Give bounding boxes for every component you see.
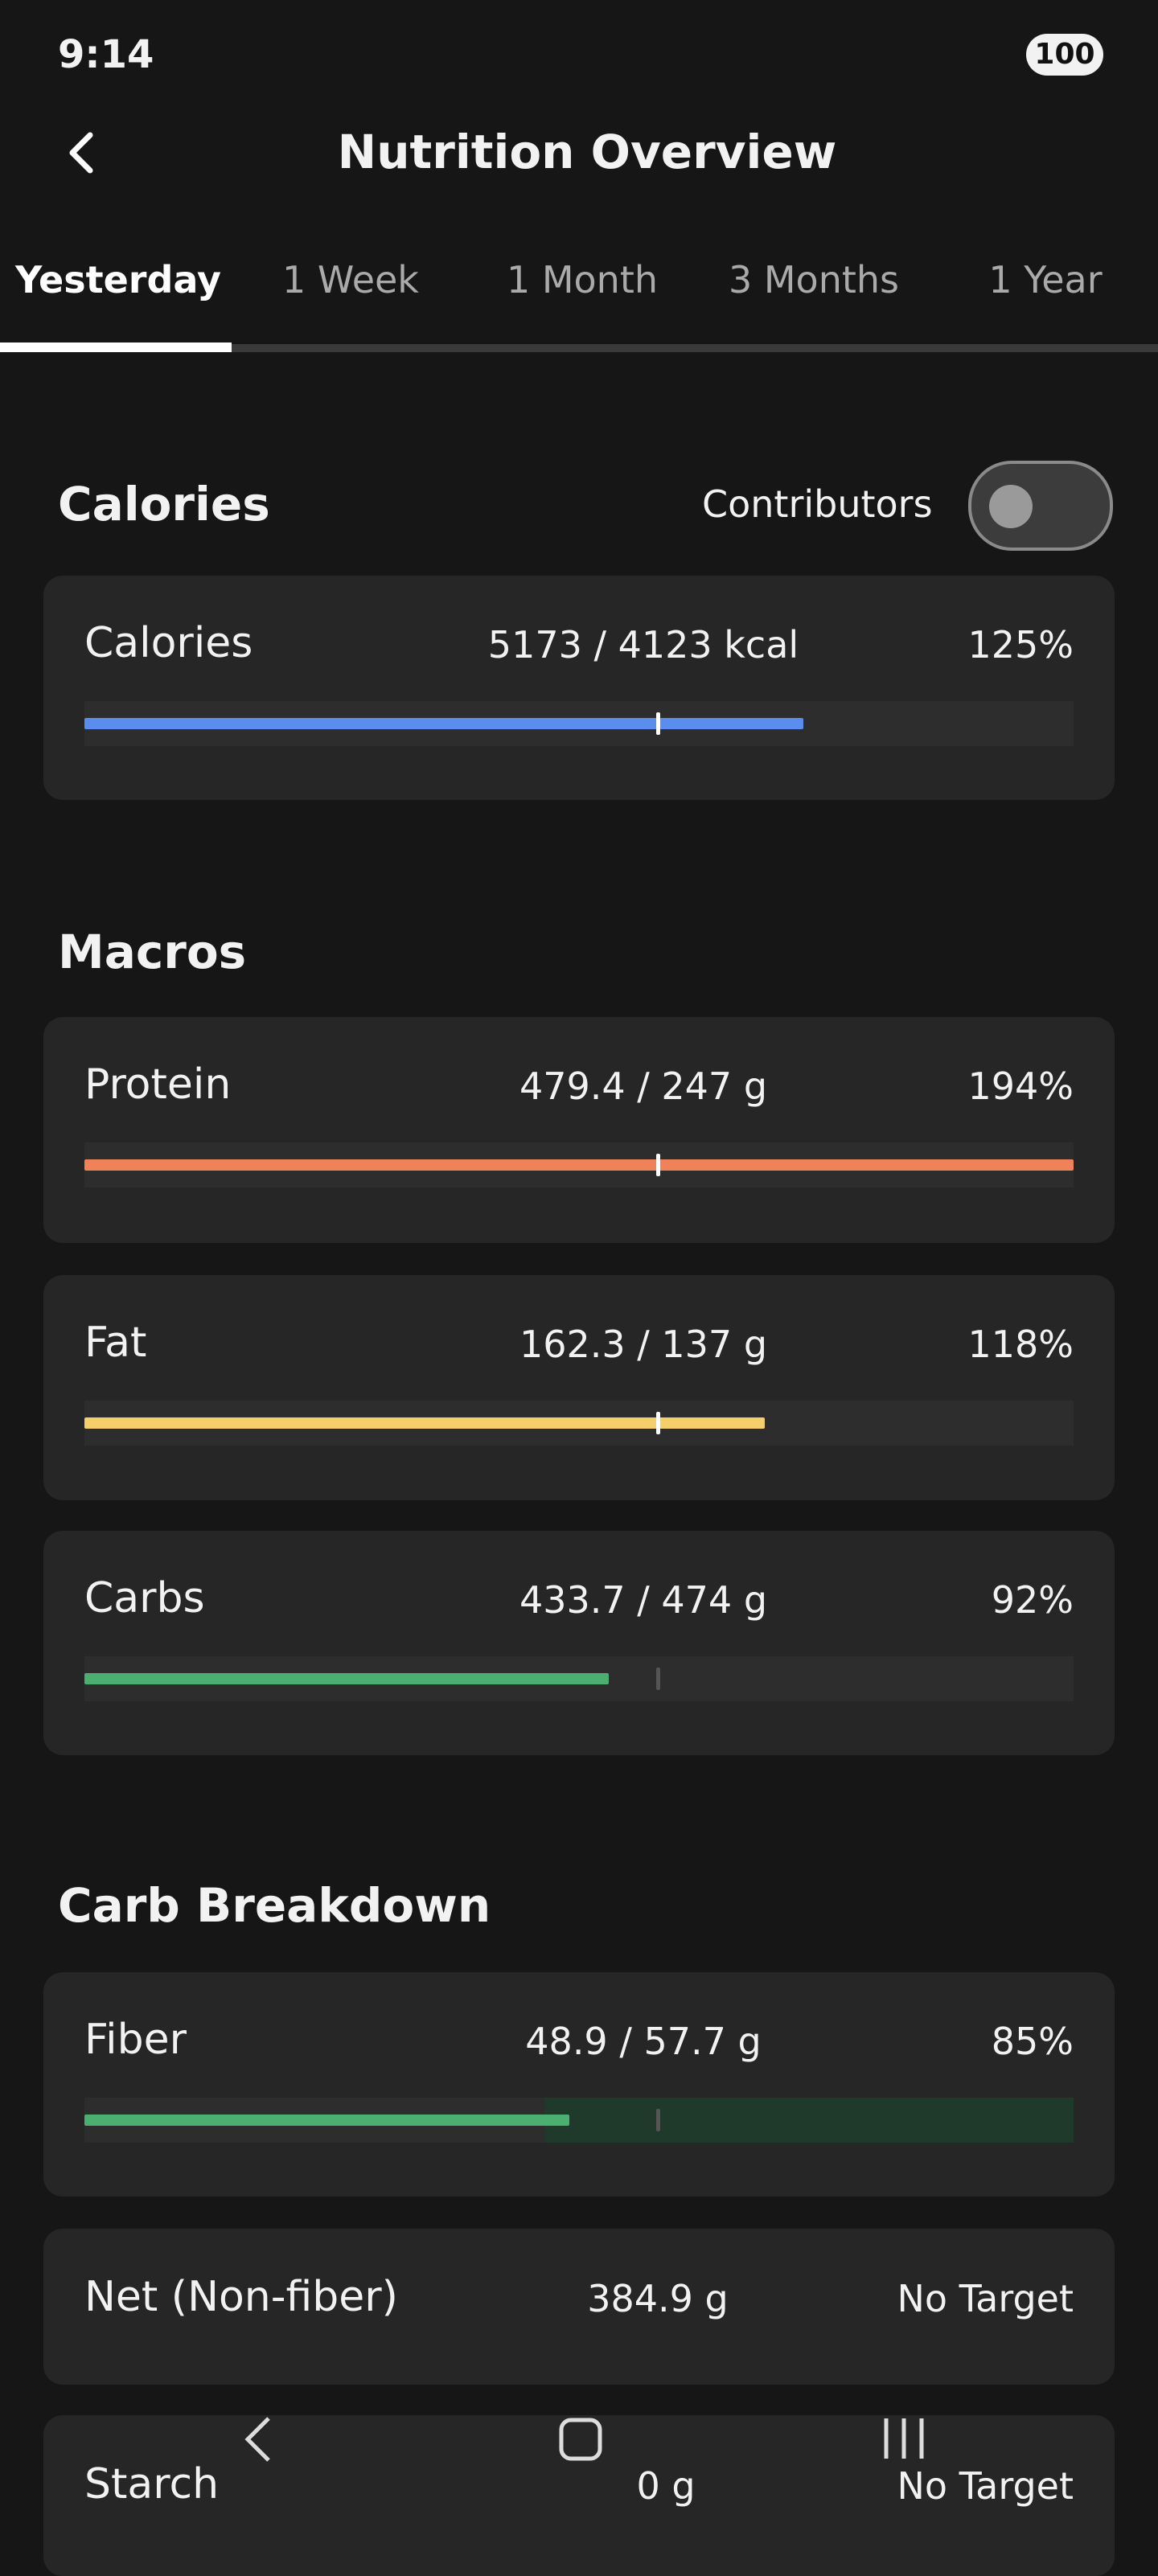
nutrient-amount: 384.9 g (587, 2277, 729, 2320)
target-marker (656, 2109, 660, 2131)
nutrient-amount: 433.7 / 474 g (519, 1578, 768, 1622)
nutrient-percent: No Target (897, 2277, 1074, 2320)
nutrient-name: Protein (84, 1060, 232, 1109)
nutrient-percent: 194% (967, 1064, 1074, 1108)
progress-track (84, 1401, 1074, 1446)
page-title: Nutrition Overview (337, 125, 837, 179)
battery: 100 (1026, 34, 1103, 76)
tab[interactable]: Yesterday (14, 258, 222, 301)
section-heading: Calories (58, 477, 270, 531)
nutrient-percent: 85% (991, 2020, 1074, 2063)
progress-fill (84, 718, 804, 729)
tab-indicator (0, 343, 232, 352)
nutrient-amount: 162.3 / 137 g (519, 1323, 768, 1366)
nutrient-name: Calories (84, 619, 253, 667)
target-range (544, 2098, 1074, 2143)
nutrient-card: Carbs 433.7 / 474 g 92% (43, 1531, 1115, 1755)
nutrient-amount: 48.9 / 57.7 g (525, 2020, 762, 2063)
nutrient-percent: 92% (991, 1578, 1074, 1622)
nutrient-card: Net (Non-fiber) 384.9 g No Target (43, 2229, 1115, 2385)
nutrient-card: Calories 5173 / 4123 kcal 125% (43, 576, 1115, 800)
nutrient-card: Fat 162.3 / 137 g 118% (43, 1275, 1115, 1500)
tab[interactable]: 1 Year (988, 258, 1103, 301)
nutrient-percent: 125% (967, 623, 1074, 667)
nutrient-name: Fat (84, 1319, 147, 1367)
progress-fill (84, 1673, 609, 1684)
nutrient-name: Starch (84, 2460, 220, 2508)
nutrient-percent: No Target (897, 2464, 1074, 2508)
target-marker (656, 712, 660, 735)
nutrient-amount: 0 g (636, 2464, 696, 2508)
target-marker (656, 1412, 660, 1434)
progress-track (84, 701, 1074, 746)
screen: 9:14 100 Nutrition Overview Yesterday 1 W… (0, 32, 1158, 2576)
nutrient-percent: 118% (967, 1323, 1074, 1366)
nutrient-name: Net (Non-fiber) (84, 2273, 398, 2321)
tab[interactable]: 1 Week (282, 258, 419, 301)
status-time: 9:14 (58, 32, 154, 77)
nav-home[interactable] (559, 2418, 602, 2461)
nutrient-card: Protein 479.4 / 247 g 194% (43, 1017, 1115, 1243)
tab[interactable]: 1 Month (506, 258, 659, 301)
nav-bar (244, 2417, 924, 2462)
tab-track (0, 344, 1158, 352)
nutrient-amount: 5173 / 4123 kcal (487, 623, 799, 667)
progress-track (84, 1656, 1074, 1701)
progress-track (84, 2098, 1074, 2143)
progress-track (84, 1142, 1074, 1188)
progress-fill (84, 2115, 569, 2126)
section-heading: Macros (58, 925, 247, 979)
nutrient-name: Carbs (84, 1574, 205, 1622)
back-button[interactable] (56, 129, 105, 177)
toggle-label: Contributors (702, 482, 933, 526)
nav-recents[interactable] (884, 2418, 924, 2459)
section-heading: Carb Breakdown (58, 1878, 491, 1933)
target-marker (656, 1154, 660, 1176)
target-marker (656, 1667, 660, 1690)
nutrient-amount: 479.4 / 247 g (519, 1064, 768, 1108)
progress-fill (84, 1159, 1074, 1171)
tab[interactable]: 3 Months (728, 258, 900, 301)
nav-back[interactable] (244, 2417, 270, 2462)
progress-fill (84, 1417, 766, 1429)
nutrient-card: Fiber 48.9 / 57.7 g 85% (43, 1972, 1115, 2197)
contributors-toggle[interactable] (968, 461, 1113, 551)
nutrient-name: Fiber (84, 2016, 187, 2064)
